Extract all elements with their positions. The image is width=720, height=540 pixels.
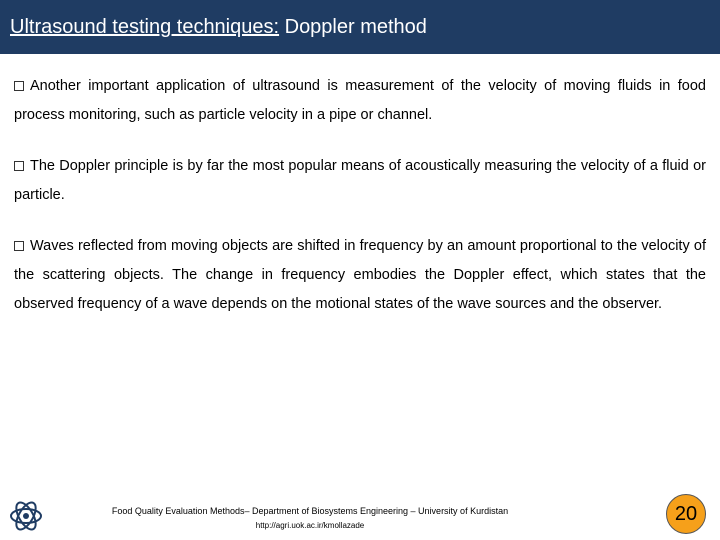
slide-title: Ultrasound testing techniques: Doppler m… bbox=[10, 16, 427, 39]
bullet-icon bbox=[14, 241, 24, 251]
paragraph: Waves reflected from moving objects are … bbox=[14, 232, 706, 319]
page-number-badge: 20 bbox=[666, 494, 706, 534]
footer-attribution: Food Quality Evaluation Methods– Departm… bbox=[0, 506, 620, 516]
slide-footer: Food Quality Evaluation Methods– Departm… bbox=[0, 492, 720, 540]
slide-header: Ultrasound testing techniques: Doppler m… bbox=[0, 0, 720, 54]
paragraph: Another important application of ultraso… bbox=[14, 72, 706, 130]
paragraph: The Doppler principle is by far the most… bbox=[14, 152, 706, 210]
paragraph-text: Another important application of ultraso… bbox=[14, 78, 706, 123]
page-number: 20 bbox=[675, 503, 697, 526]
footer-url: http://agri.uok.ac.ir/kmollazade bbox=[0, 521, 620, 530]
slide-body: Another important application of ultraso… bbox=[0, 54, 720, 319]
title-underlined: Ultrasound testing techniques: bbox=[10, 16, 279, 38]
bullet-icon bbox=[14, 161, 24, 171]
title-rest: Doppler method bbox=[279, 16, 427, 38]
bullet-icon bbox=[14, 81, 24, 91]
paragraph-text: The Doppler principle is by far the most… bbox=[14, 158, 706, 203]
paragraph-text: Waves reflected from moving objects are … bbox=[14, 238, 706, 312]
